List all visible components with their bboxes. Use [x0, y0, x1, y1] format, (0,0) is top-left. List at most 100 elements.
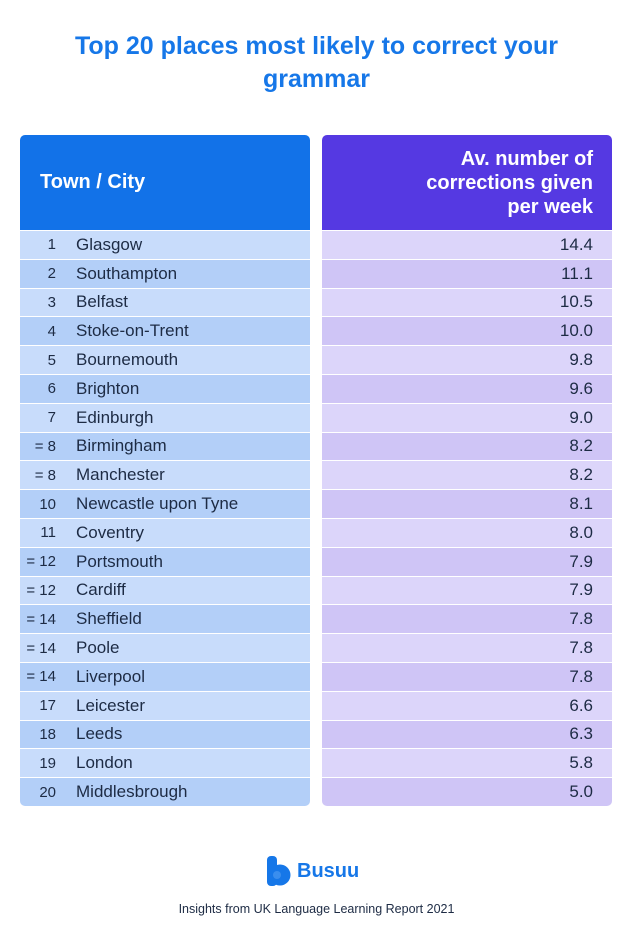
- corrections-value-cell: 8.2: [569, 436, 593, 456]
- corrections-value-cell: 9.6: [569, 378, 593, 398]
- corrections-value-cell: 7.8: [569, 609, 593, 629]
- table-row: 7.9: [322, 546, 612, 576]
- table-row: 8.1: [322, 489, 612, 518]
- rank-cell: 17: [39, 697, 56, 715]
- rank-cell: 7: [47, 409, 56, 427]
- corrections-value-cell: 5.8: [569, 753, 593, 773]
- footer-source: Insights from UK Language Learning Repor…: [178, 902, 455, 916]
- table-row: = 14 Liverpool: [20, 661, 310, 691]
- rank-cell: 18: [39, 725, 56, 743]
- corrections-value-cell: 9.8: [569, 350, 593, 370]
- corrections-value-cell: 6.6: [569, 695, 593, 715]
- table-row: = 12 Portsmouth: [20, 546, 310, 576]
- table-row: 7.9: [322, 575, 612, 605]
- corrections-value-cell: 10.5: [559, 292, 593, 312]
- corrections-header-text: Av. number of corrections given per week: [426, 147, 593, 218]
- table-row: = 12 Cardiff: [20, 575, 310, 605]
- town-cell: Liverpool: [76, 666, 145, 686]
- rank-cell: = 12: [26, 581, 56, 599]
- corrections-value-cell: 14.4: [559, 234, 593, 254]
- table-row: 2 Southampton: [20, 258, 310, 288]
- town-rows: 1 Glasgow 2 Southampton 3 Belfast 4 Stoke-on-Tr…: [20, 230, 310, 806]
- rank-cell: 11: [40, 524, 56, 542]
- table-row: 1 Glasgow: [20, 230, 310, 259]
- corrections-column: Av. number of corrections given per week…: [322, 135, 612, 806]
- corrections-value-cell: 10.0: [559, 321, 593, 341]
- rank-cell: = 12: [26, 553, 56, 571]
- rank-cell: 2: [47, 265, 56, 283]
- table-row: 7.8: [322, 604, 612, 634]
- table-row: 10 Newcastle upon Tyne: [20, 489, 310, 518]
- town-cell: Newcastle upon Tyne: [76, 494, 239, 514]
- table-row: 6.6: [322, 690, 612, 720]
- table-row: 8.2: [322, 460, 612, 490]
- table-row: 5.0: [322, 777, 612, 806]
- corrections-column-header: Av. number of corrections given per week: [322, 135, 612, 230]
- table-row: 7.8: [322, 633, 612, 662]
- table-row: 6.3: [322, 719, 612, 749]
- town-cell: Southampton: [76, 263, 178, 283]
- town-cell: Belfast: [76, 292, 128, 312]
- rank-cell: = 14: [26, 639, 56, 657]
- table-row: 11 Coventry: [20, 517, 310, 547]
- town-cell: London: [76, 753, 133, 773]
- town-cell: Edinburgh: [76, 407, 154, 427]
- brand-logo: Busuu: [267, 855, 359, 887]
- corrections-value-cell: 7.9: [569, 580, 593, 600]
- brand-name: Busuu: [297, 859, 360, 882]
- table-row: 18 Leeds: [20, 719, 310, 749]
- table-row: 9.6: [322, 373, 612, 403]
- table-row: = 14 Poole: [20, 633, 310, 662]
- town-column-header: Town / City: [20, 135, 310, 230]
- table-row: 8.2: [322, 431, 612, 461]
- table-row: 20 Middlesbrough: [20, 777, 310, 806]
- corrections-value-cell: 9.0: [569, 407, 593, 427]
- corrections-value-cell: 8.1: [569, 494, 593, 514]
- rank-cell: 19: [39, 754, 56, 772]
- town-cell: Coventry: [76, 522, 145, 542]
- town-cell: Sheffield: [76, 609, 142, 629]
- table-row: = 8 Manchester: [20, 460, 310, 490]
- town-cell: Cardiff: [76, 580, 126, 600]
- rank-cell: 5: [47, 351, 56, 369]
- table-row: 6 Brighton: [20, 373, 310, 403]
- table-row: 8.0: [322, 517, 612, 547]
- rank-cell: = 14: [26, 610, 56, 628]
- corrections-value-cell: 7.8: [569, 666, 593, 686]
- rank-cell: 20: [39, 783, 56, 801]
- chart-title: Top 20 places most likely to correct you…: [74, 32, 559, 93]
- rank-cell: 4: [47, 322, 56, 340]
- corrections-rows: 14.4 11.1 10.5 10.0 9.8 9.6 9.0 8.2 8.2 8.1 8.0 7.9…: [322, 230, 612, 806]
- town-cell: Middlesbrough: [76, 782, 188, 802]
- town-cell: Glasgow: [76, 234, 143, 254]
- rank-cell: 3: [47, 293, 56, 311]
- corrections-value-cell: 7.8: [569, 638, 593, 658]
- town-cell: Birmingham: [76, 436, 167, 456]
- corrections-value-cell: 8.2: [569, 465, 593, 485]
- rank-cell: 6: [47, 380, 56, 398]
- rank-cell: 10: [39, 495, 56, 513]
- town-cell: Manchester: [76, 465, 165, 485]
- town-cell: Leicester: [76, 695, 145, 715]
- table-row: 17 Leicester: [20, 690, 310, 720]
- corrections-value-cell: 5.0: [569, 782, 593, 802]
- table-row: 10.5: [322, 287, 612, 317]
- town-cell: Brighton: [76, 378, 140, 398]
- town-cell: Poole: [76, 638, 120, 658]
- busuu-logo-icon: [267, 856, 291, 886]
- corrections-value-cell: 11.1: [561, 263, 593, 283]
- table-row: 3 Belfast: [20, 287, 310, 317]
- town-cell: Leeds: [76, 724, 123, 744]
- town-cell: Portsmouth: [76, 551, 163, 571]
- table-row: 7.8: [322, 661, 612, 691]
- table-row: 9.0: [322, 402, 612, 432]
- table-row: 5 Bournemouth: [20, 345, 310, 374]
- table-row: = 8 Birmingham: [20, 431, 310, 461]
- table-row: 14.4: [322, 230, 612, 259]
- corrections-value-cell: 8.0: [569, 522, 593, 542]
- table-row: 7 Edinburgh: [20, 402, 310, 432]
- town-cell: Bournemouth: [76, 350, 179, 370]
- rank-cell: = 8: [34, 437, 56, 455]
- rank-cell: 1: [47, 236, 56, 254]
- town-column: Town / City 1 Glasgow 2 Southampton 3 Belfast…: [20, 135, 310, 806]
